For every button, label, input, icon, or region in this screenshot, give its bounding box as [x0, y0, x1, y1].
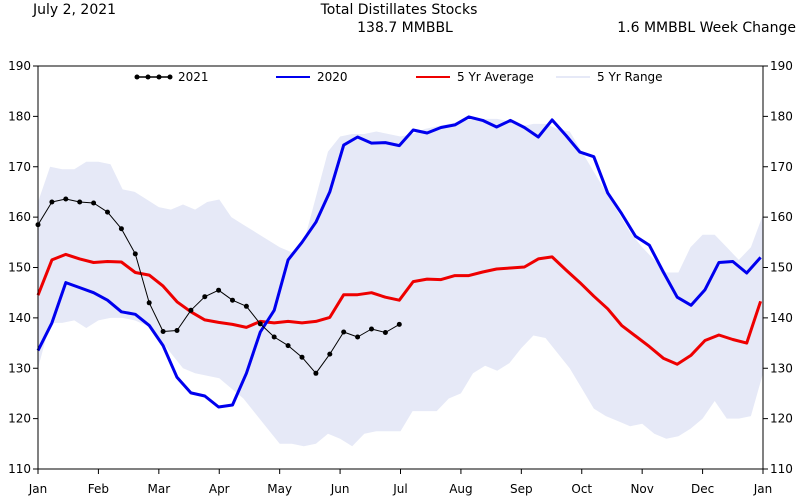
legend-label-5-yr-average: 5 Yr Average — [457, 70, 534, 84]
point-2021 — [49, 199, 55, 205]
point-2021 — [271, 334, 277, 340]
week-change: 1.6 MMBBL Week Change — [617, 20, 796, 36]
y-tick-label-right: 170 — [770, 160, 793, 174]
point-2021 — [91, 200, 97, 206]
y-tick-label-right: 190 — [770, 59, 793, 73]
point-2021 — [188, 307, 194, 313]
legend: 2021 2020 5 Yr Average 5 Yr Range — [134, 70, 663, 84]
point-2021 — [355, 334, 361, 340]
x-tick-label: Apr — [209, 482, 230, 496]
chart-title: Total Distillates Stocks — [320, 2, 478, 18]
point-2021 — [105, 209, 110, 215]
x-tick-label: Feb — [88, 482, 109, 496]
x-tick-label: Mar — [148, 482, 171, 496]
legend-label-2020: 2020 — [317, 70, 348, 84]
x-tick-label: Jun — [330, 482, 350, 496]
legend-label-5-yr-range: 5 Yr Range — [597, 70, 663, 84]
legend-label-2021: 2021 — [178, 70, 209, 84]
y-tick-label-left: 120 — [8, 412, 31, 426]
x-tick-label: Oct — [571, 482, 592, 496]
stock-value: 138.7 MMBBL — [357, 20, 453, 36]
x-tick-label: Nov — [630, 482, 653, 496]
series-line-5-yr-average — [36, 252, 763, 366]
y-tick-label-left: 150 — [8, 261, 31, 275]
point-2021 — [118, 226, 124, 232]
y-tick-label-right: 120 — [770, 412, 793, 426]
point-2021 — [230, 297, 235, 303]
point-2021 — [257, 321, 263, 327]
x-tick-label: Jul — [392, 482, 407, 496]
point-2021 — [341, 329, 347, 335]
legend-marker-2021 — [145, 74, 151, 80]
y-tick-label-left: 170 — [8, 160, 31, 174]
y-tick-label-left: 190 — [8, 59, 31, 73]
x-tick-label: Dec — [691, 482, 714, 496]
point-2021 — [327, 351, 333, 357]
y-tick-label-left: 110 — [8, 462, 31, 476]
series-layer — [35, 115, 763, 409]
point-2021 — [285, 343, 291, 349]
y-tick-label-left: 130 — [8, 361, 31, 375]
point-2021 — [396, 321, 402, 327]
point-2021 — [132, 251, 138, 257]
y-tick-label-right: 110 — [770, 462, 793, 476]
point-2021 — [299, 354, 305, 360]
y-tick-label-left: 160 — [8, 210, 31, 224]
point-2021 — [313, 370, 319, 376]
x-tick-label: Jan — [753, 482, 773, 496]
y-tick-label-right: 180 — [770, 109, 793, 123]
legend-marker-2021 — [156, 74, 162, 80]
y-tick-label-left: 180 — [8, 109, 31, 123]
range-band — [38, 118, 763, 447]
legend-marker-2021 — [167, 74, 173, 80]
point-2021 — [202, 294, 208, 300]
point-2021 — [216, 287, 222, 293]
legend-marker-2021 — [134, 74, 140, 80]
x-tick-label: Sep — [510, 482, 533, 496]
x-tick-label: May — [267, 482, 292, 496]
axes-layer: 110 110 120 120 130 130 140 140 150 150 160 160 170 1… — [8, 59, 793, 496]
point-2021 — [243, 303, 249, 309]
y-tick-label-right: 150 — [770, 261, 793, 275]
range-band-layer — [38, 118, 763, 447]
y-tick-label-right: 130 — [770, 361, 793, 375]
point-2021 — [369, 326, 374, 332]
point-2021 — [146, 300, 152, 306]
point-2021 — [77, 199, 83, 205]
y-tick-label-right: 140 — [770, 311, 793, 325]
series-line-2020 — [36, 115, 762, 409]
point-2021 — [382, 330, 388, 335]
y-tick-label-left: 140 — [8, 311, 31, 325]
point-2021 — [174, 328, 180, 333]
point-2021 — [160, 329, 166, 334]
x-tick-label: Aug — [449, 482, 472, 496]
y-tick-label-right: 160 — [770, 210, 793, 224]
x-tick-label: Jan — [28, 482, 48, 496]
report-date: July 2, 2021 — [33, 2, 117, 18]
point-2021 — [63, 196, 69, 202]
